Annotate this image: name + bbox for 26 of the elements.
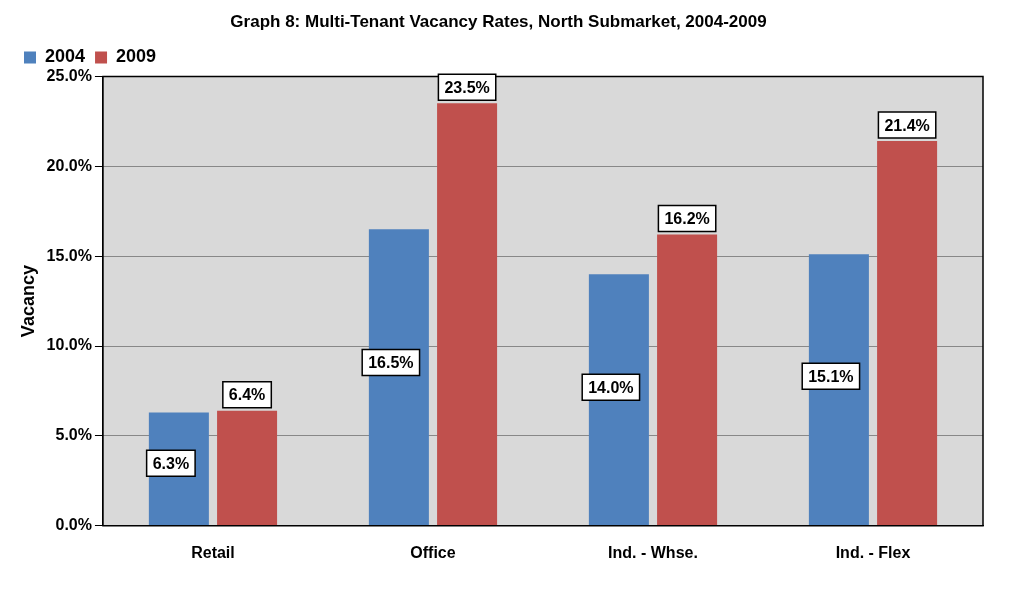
- x-tick-label: Office: [410, 543, 456, 561]
- data-label: 6.4%: [228, 386, 266, 404]
- data-label: 15.1%: [808, 367, 854, 385]
- data-label: 23.5%: [444, 78, 490, 96]
- data-label: 16.2%: [664, 210, 710, 227]
- chart-title: Graph 8: Multi-Tenant Vacancy Rates, North Submarket, 2004-2009: [230, 11, 767, 31]
- bar: [657, 234, 718, 526]
- y-tick-label: 10.0%: [46, 336, 92, 354]
- data-label: 6.3%: [152, 454, 190, 472]
- y-axis-title: Vacancy: [17, 265, 38, 338]
- data-label: 16.5%: [368, 353, 414, 371]
- bar: [877, 141, 938, 526]
- bar: [217, 410, 278, 526]
- x-tick-label: Ind. - Flex: [835, 543, 911, 561]
- bar: [437, 103, 498, 526]
- legend-label: 2004: [45, 46, 86, 67]
- y-tick-label: 0.0%: [55, 516, 92, 534]
- x-tick-label: Retail: [191, 543, 235, 561]
- data-label: 21.4%: [884, 116, 930, 134]
- y-tick-label: 5.0%: [55, 426, 92, 444]
- data-label: 14.0%: [588, 378, 634, 396]
- legend-label: 2009: [116, 46, 157, 67]
- y-tick-label: 15.0%: [46, 246, 92, 264]
- x-tick-label: Ind. - Whse.: [608, 543, 698, 561]
- y-tick-label: 25.0%: [46, 66, 92, 84]
- y-tick-label: 20.0%: [46, 156, 92, 174]
